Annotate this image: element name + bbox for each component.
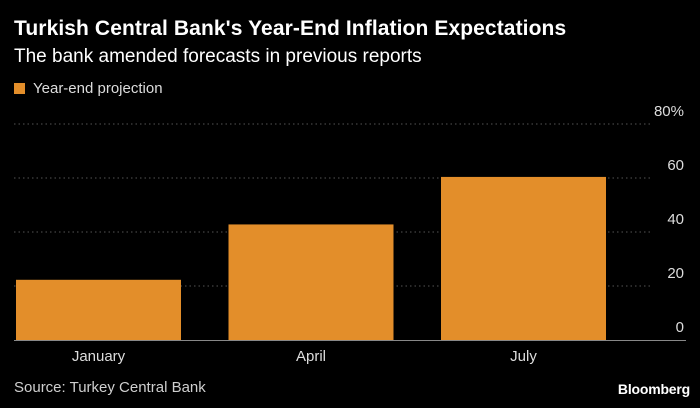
chart-title: Turkish Central Bank's Year-End Inflatio… [14, 17, 567, 40]
bar-january [16, 279, 181, 340]
y-tick-label: 40 [667, 211, 684, 228]
bar-april [228, 224, 394, 340]
y-tick-label: 20 [667, 265, 684, 282]
x-tick-label: January [72, 348, 126, 365]
y-tick-label: 80% [654, 103, 684, 120]
bar-july [441, 176, 606, 340]
chart-subtitle: The bank amended forecasts in previous r… [14, 46, 422, 67]
source-note: Source: Turkey Central Bank [14, 379, 206, 396]
y-tick-label: 60 [667, 157, 684, 174]
x-tick-label: July [510, 348, 537, 365]
legend: Year-end projection [14, 80, 163, 97]
legend-swatch [14, 83, 25, 94]
y-tick-label: 0 [676, 319, 684, 336]
x-tick-label: April [296, 348, 326, 365]
legend-label: Year-end projection [33, 80, 163, 97]
bloomberg-logo: Bloomberg [617, 381, 690, 397]
